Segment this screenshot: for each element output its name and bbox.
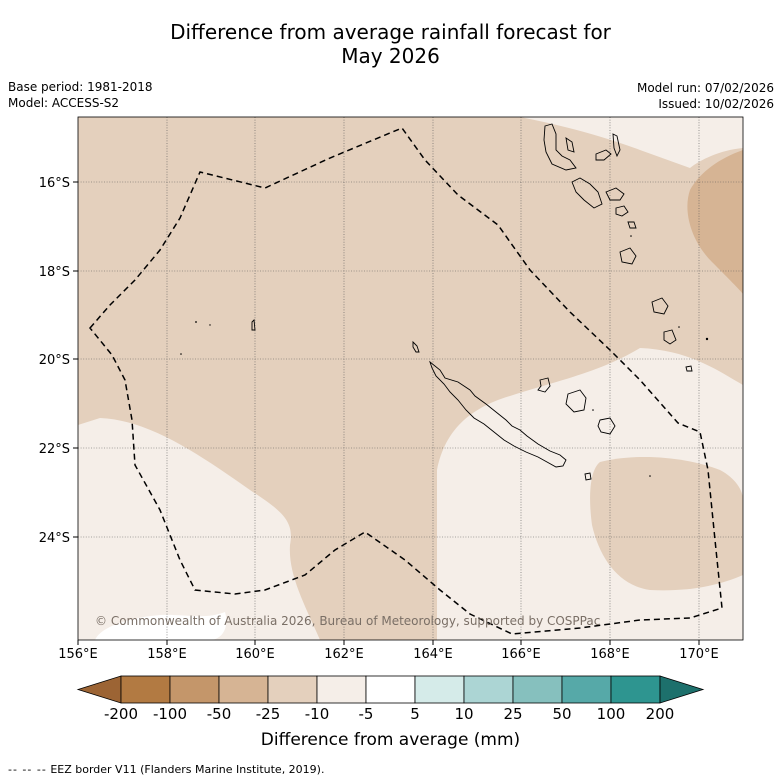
lon-label: 168°E	[590, 647, 630, 662]
shepherd-islands	[627, 221, 637, 229]
efate-island	[619, 247, 637, 265]
issued-date: Issued: 10/02/2026	[658, 97, 774, 111]
colorbar-bin	[218, 675, 269, 704]
colorbar-bin	[365, 675, 416, 704]
colorbar-tick-label: 50	[552, 705, 572, 723]
colorbar-arrow-low	[76, 675, 122, 704]
colorbar-bin	[463, 675, 514, 704]
lat-label: 22°S	[39, 442, 70, 457]
chart-title: Difference from average rainfall forecas…	[0, 20, 781, 68]
colorbar-bin	[561, 675, 612, 704]
lon-label: 156°E	[58, 647, 98, 662]
lat-label: 24°S	[39, 531, 70, 546]
lon-label: 170°E	[679, 647, 719, 662]
ouvea-island	[537, 377, 551, 393]
base-period: Base period: 1981-2018	[8, 80, 153, 94]
colorbar-tick-label: 10	[454, 705, 474, 723]
longitude-labels: 156°E 158°E 160°E 162°E 164°E 166°E 168°…	[58, 647, 719, 662]
lat-label: 16°S	[39, 176, 70, 191]
copyright-notice: © Commonwealth of Australia 2026, Bureau…	[95, 614, 600, 628]
colorbar-bin	[512, 675, 563, 704]
epi-island	[615, 205, 629, 217]
chesterfield-islets	[251, 319, 256, 331]
colorbar-tick-label: 100	[596, 705, 626, 723]
mare-island	[597, 417, 616, 435]
colorbar-tick-label: -25	[255, 705, 281, 723]
espiritu-santo-island	[543, 123, 577, 171]
colorbar-tick-label: -100	[152, 705, 188, 723]
colorbar-tick-label: 25	[503, 705, 523, 723]
colorbar-tick-label: -5	[358, 705, 374, 723]
lat-label: 20°S	[39, 353, 70, 368]
colorbar-tick-label: -200	[103, 705, 139, 723]
colorbar-tick-label: 5	[410, 705, 420, 723]
map-frame	[77, 116, 744, 641]
colorbar-bin	[169, 675, 220, 704]
colorbar	[76, 675, 705, 704]
colorbar-tick-label: -50	[206, 705, 232, 723]
new-caledonia-coastline	[429, 360, 567, 468]
title-line-1: Difference from average rainfall forecas…	[170, 20, 611, 44]
lon-label: 160°E	[235, 647, 275, 662]
colorbar-tick-label: 200	[645, 705, 675, 723]
anomaly-normal-patch	[95, 612, 227, 640]
meta-left: Base period: 1981-2018 Model: ACCESS-S2	[8, 79, 153, 111]
colorbar-bin	[120, 675, 171, 704]
ile-des-pins	[584, 472, 592, 481]
meta-right: Model run: 07/02/2026 Issued: 10/02/2026	[637, 80, 774, 112]
colorbar-tick-label: -10	[304, 705, 330, 723]
lon-label: 164°E	[413, 647, 453, 662]
ambae-island	[595, 149, 612, 161]
anomaly-dry-northeast	[687, 150, 743, 294]
gridlines	[78, 117, 743, 640]
colorbar-bin	[316, 675, 367, 704]
lat-label: 18°S	[39, 265, 70, 280]
colorbar-bin	[414, 675, 465, 704]
lon-label: 158°E	[147, 647, 187, 662]
ambrym-island	[605, 187, 625, 201]
anomaly-near-normal-north	[520, 117, 743, 168]
map-area: © Commonwealth of Australia 2026, Bureau…	[78, 117, 743, 640]
tanna-island	[663, 329, 677, 345]
model-run: Model run: 07/02/2026	[636, 81, 774, 95]
maewo-island	[612, 133, 621, 158]
malo-island	[565, 137, 575, 153]
eez-legend-symbol: -- -- --	[8, 763, 47, 776]
model-name: Model: ACCESS-S2	[8, 96, 120, 110]
small-islets	[180, 235, 709, 477]
erromango-island	[651, 297, 669, 315]
lifou-island	[565, 389, 587, 413]
colorbar-bin	[267, 675, 318, 704]
colorbar-arrow-high	[659, 675, 705, 704]
lon-label: 166°E	[501, 647, 541, 662]
colorbar-bin	[610, 675, 661, 704]
lon-label: 162°E	[324, 647, 364, 662]
anomaly-near-normal-southwest	[78, 418, 320, 640]
belep-islands	[412, 340, 420, 353]
aneityum-island	[685, 365, 693, 372]
anomaly-dry-southeast	[590, 456, 743, 591]
malekula-island	[571, 177, 603, 209]
title-line-2: May 2026	[341, 44, 440, 68]
eez-legend-text: EEZ border V11 (Flanders Marine Institut…	[50, 763, 325, 776]
latitude-labels: 16°S 18°S 20°S 22°S 24°S	[39, 176, 70, 546]
colorbar-title: Difference from average (mm)	[260, 730, 521, 750]
axis-ticks	[73, 181, 700, 645]
legend-footer: -- -- -- EEZ border V11 (Flanders Marine…	[8, 763, 324, 776]
